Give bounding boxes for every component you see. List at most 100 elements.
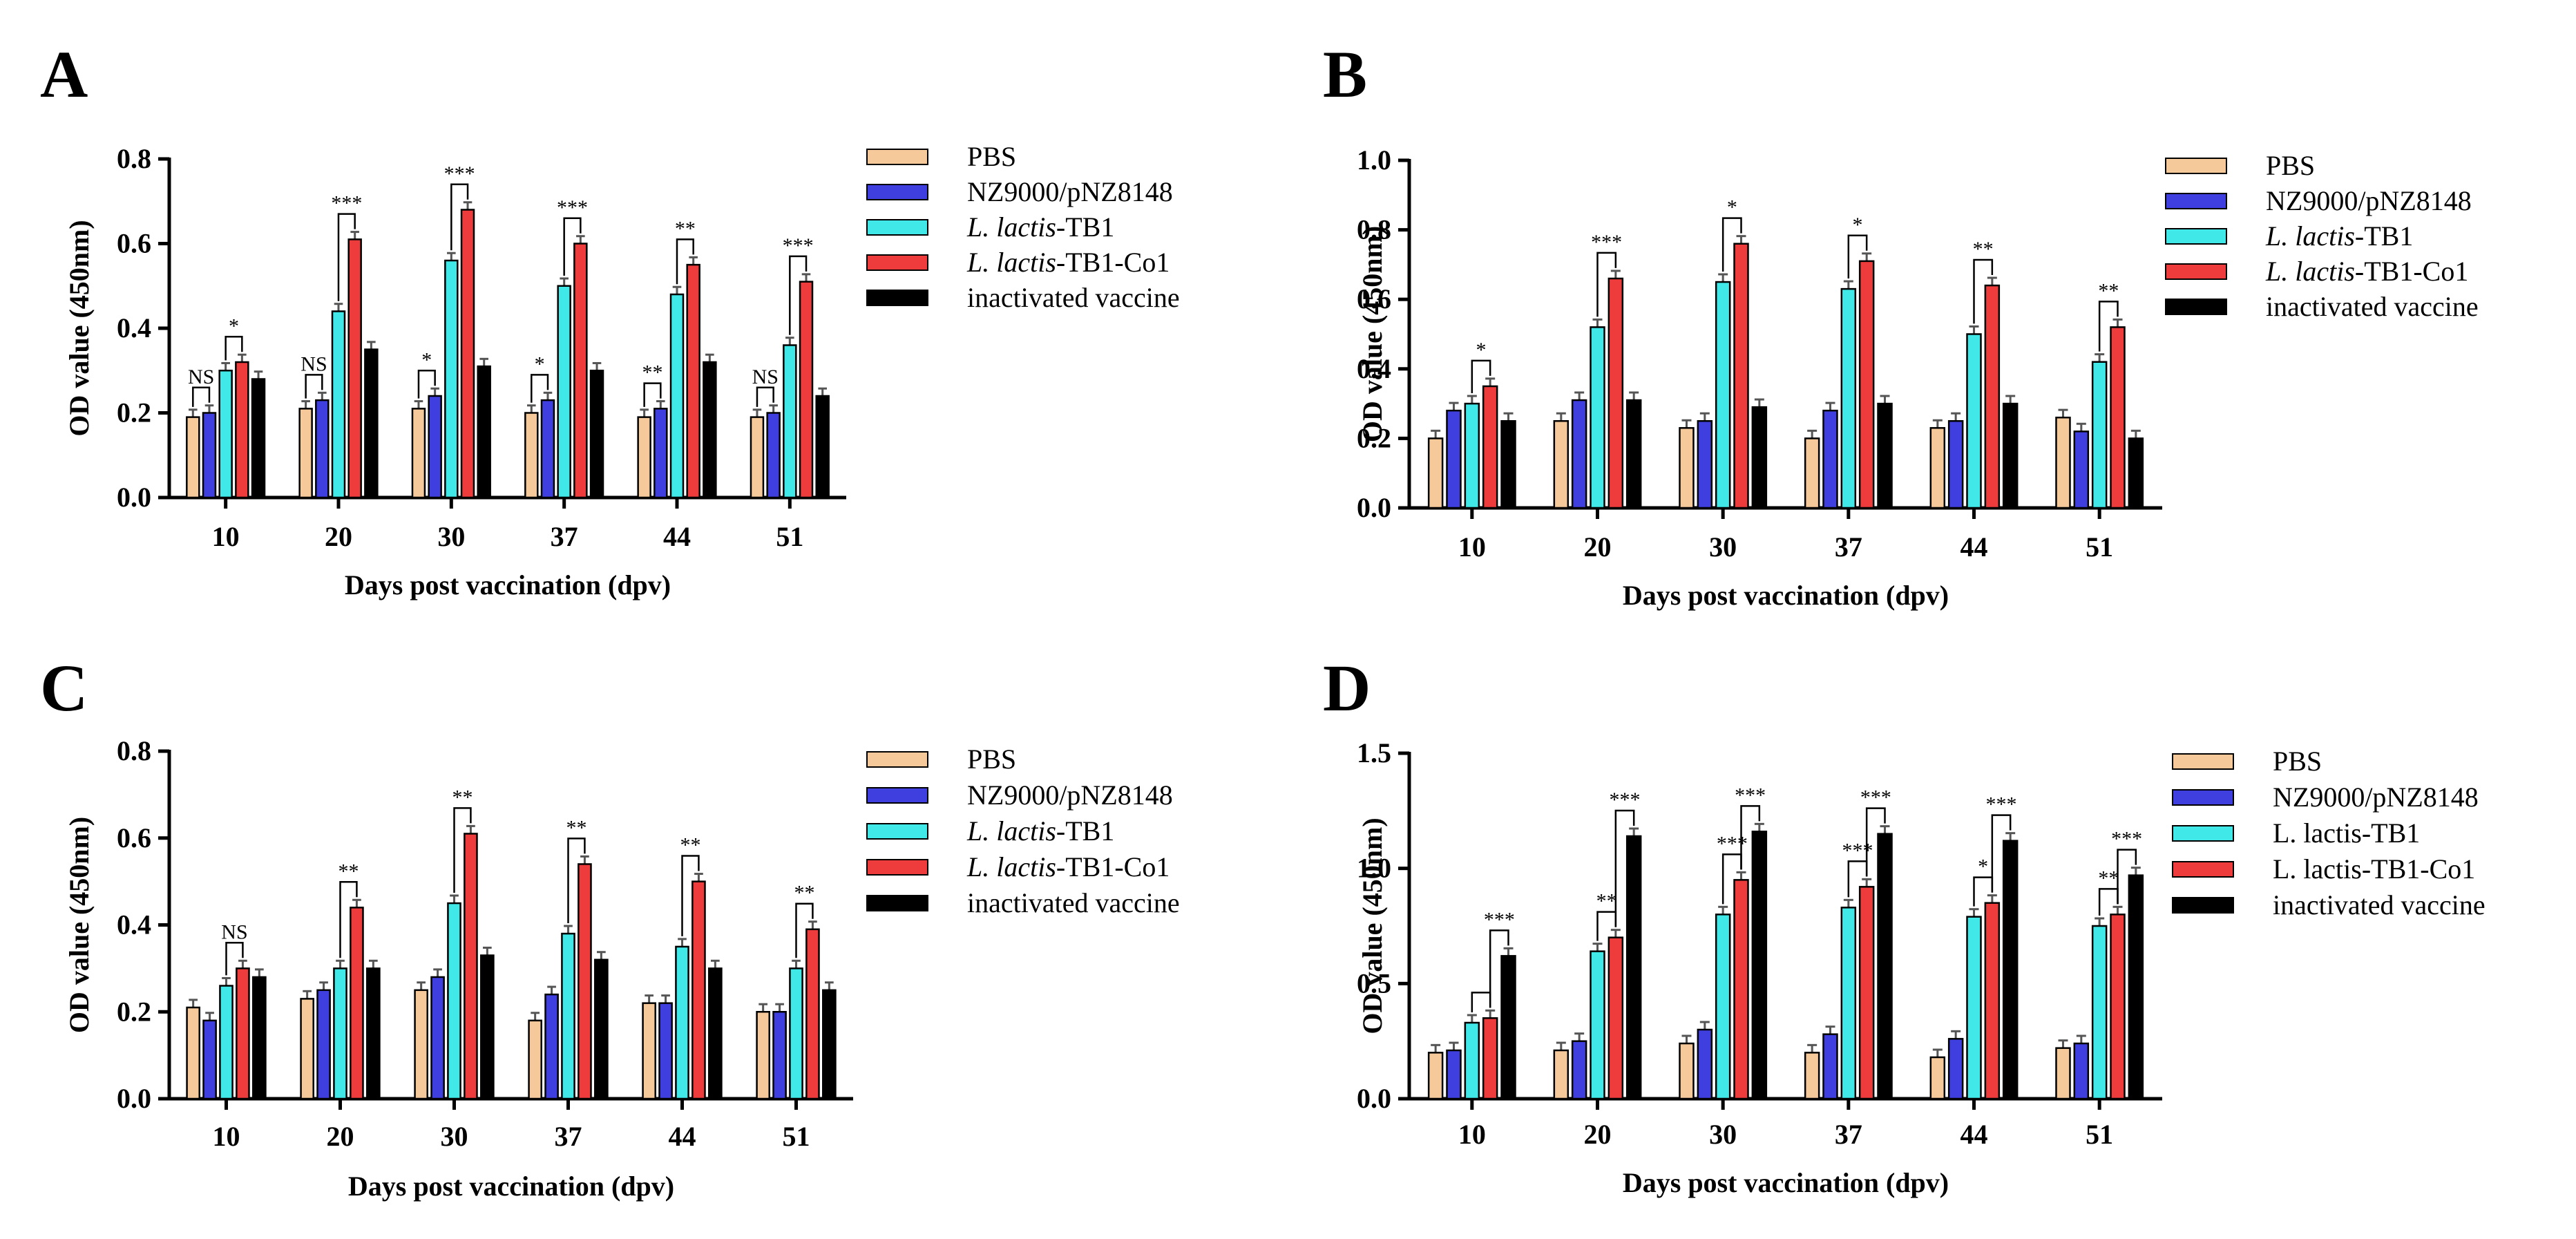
legend-label: L. lactis-TB1 <box>966 211 1114 243</box>
bar <box>186 416 200 499</box>
bar <box>236 967 250 1100</box>
significance-label: NS <box>300 352 327 375</box>
legend-label: NZ9000/pNZ8148 <box>2273 782 2479 813</box>
bar <box>799 281 814 499</box>
bar <box>2002 402 2019 509</box>
y-tick-label: 0.0 <box>1357 1083 1391 1114</box>
significance-label: ** <box>452 786 473 808</box>
bar <box>2128 874 2144 1100</box>
significance-bracket <box>756 386 774 407</box>
bar <box>789 967 803 1100</box>
bar <box>1500 955 1516 1100</box>
bar <box>2110 326 2126 509</box>
bar <box>1858 260 1875 509</box>
bar <box>1697 1028 1713 1100</box>
significance-bracket <box>1489 929 1509 1008</box>
legend-label: inactivated vaccine <box>2273 889 2486 920</box>
y-tick-label: 0.6 <box>1357 283 1391 314</box>
significance-bracket <box>450 183 469 251</box>
bar <box>653 408 668 499</box>
bar <box>1715 281 1731 509</box>
legend-swatch <box>866 751 928 768</box>
legend-label: NZ9000/pNZ8148 <box>2266 185 2472 216</box>
bar <box>1679 1042 1695 1100</box>
bar <box>772 1011 787 1100</box>
legend-label: inactivated vaccine <box>967 887 1180 918</box>
significance-bracket <box>1471 992 1491 1012</box>
y-axis-title: OD value (450nm) <box>64 817 95 1033</box>
bar <box>703 361 717 499</box>
significance-bracket <box>676 238 694 285</box>
significance-bracket <box>417 370 436 399</box>
significance-label: *** <box>1591 231 1622 254</box>
bar <box>783 344 797 499</box>
legend-label: L. lactis-TB1-Co1 <box>966 247 1170 278</box>
y-tick-label: 0.4 <box>117 312 151 343</box>
bar <box>578 863 592 1100</box>
bar <box>1482 1017 1498 1100</box>
significance-bracket <box>1847 234 1868 279</box>
bar <box>1929 427 1946 509</box>
significance-label: ** <box>642 361 662 384</box>
legend-swatch <box>866 895 928 911</box>
bar <box>1733 243 1749 509</box>
legend-swatch <box>866 254 928 271</box>
legend-swatch <box>866 184 928 200</box>
x-tick-label: 30 <box>1709 1119 1737 1150</box>
significance-label: ** <box>1596 890 1617 913</box>
x-tick-label: 51 <box>2086 1119 2113 1150</box>
legend-label: PBS <box>2273 746 2322 777</box>
bar <box>1607 936 1624 1100</box>
x-tick-label: 44 <box>669 1121 696 1152</box>
bar <box>1607 277 1624 509</box>
legend-swatch <box>866 859 928 876</box>
significance-label: *** <box>1986 793 2017 816</box>
legend-swatch <box>2172 753 2234 770</box>
bar <box>1840 907 1857 1100</box>
legend-swatch <box>2165 193 2227 209</box>
bar <box>1966 916 1982 1100</box>
bar <box>2091 361 2108 509</box>
significance-bracket <box>2098 888 2119 916</box>
bar <box>444 259 459 499</box>
significance-bracket <box>1596 911 1617 941</box>
bar <box>805 928 820 1100</box>
legend-label: PBS <box>967 744 1016 775</box>
bar <box>1947 420 1964 509</box>
panel-letter: D <box>1323 651 1371 725</box>
legend-label: L. lactis-TB1 <box>2265 220 2413 252</box>
bar <box>637 416 651 499</box>
bar <box>1697 420 1713 509</box>
bar <box>2110 914 2126 1100</box>
bar <box>1858 886 1875 1100</box>
bar <box>2128 437 2144 509</box>
significance-label: *** <box>2111 828 2142 851</box>
x-tick-label: 20 <box>327 1121 354 1152</box>
significance-bracket <box>563 217 582 276</box>
bar <box>1427 437 1444 509</box>
significance-bracket <box>192 386 211 407</box>
bar <box>2091 925 2108 1100</box>
bar <box>430 976 445 1100</box>
bar <box>411 408 426 499</box>
bar <box>1929 1056 1946 1100</box>
y-axis-title: OD value (450nm) <box>1357 226 1388 442</box>
bar <box>1804 1052 1820 1100</box>
y-tick-label: 0.0 <box>117 1083 151 1114</box>
significance-label: *** <box>557 196 588 219</box>
bar <box>2002 840 2019 1100</box>
bar <box>573 243 588 499</box>
bar <box>2073 1042 2090 1100</box>
significance-label: *** <box>1484 908 1515 931</box>
significance-label: * <box>1853 214 1863 236</box>
x-tick-label: 30 <box>437 521 465 552</box>
bar <box>1679 427 1695 509</box>
y-tick-label: 1.0 <box>1357 144 1391 176</box>
legend-swatch <box>866 823 928 840</box>
y-tick-label: 0.0 <box>117 482 151 513</box>
significance-label: * <box>1476 339 1487 361</box>
bar <box>766 412 781 499</box>
significance-bracket <box>1991 814 2012 893</box>
significance-bracket <box>1471 359 1491 394</box>
y-axis-title: OD value (450nm) <box>1357 817 1388 1034</box>
